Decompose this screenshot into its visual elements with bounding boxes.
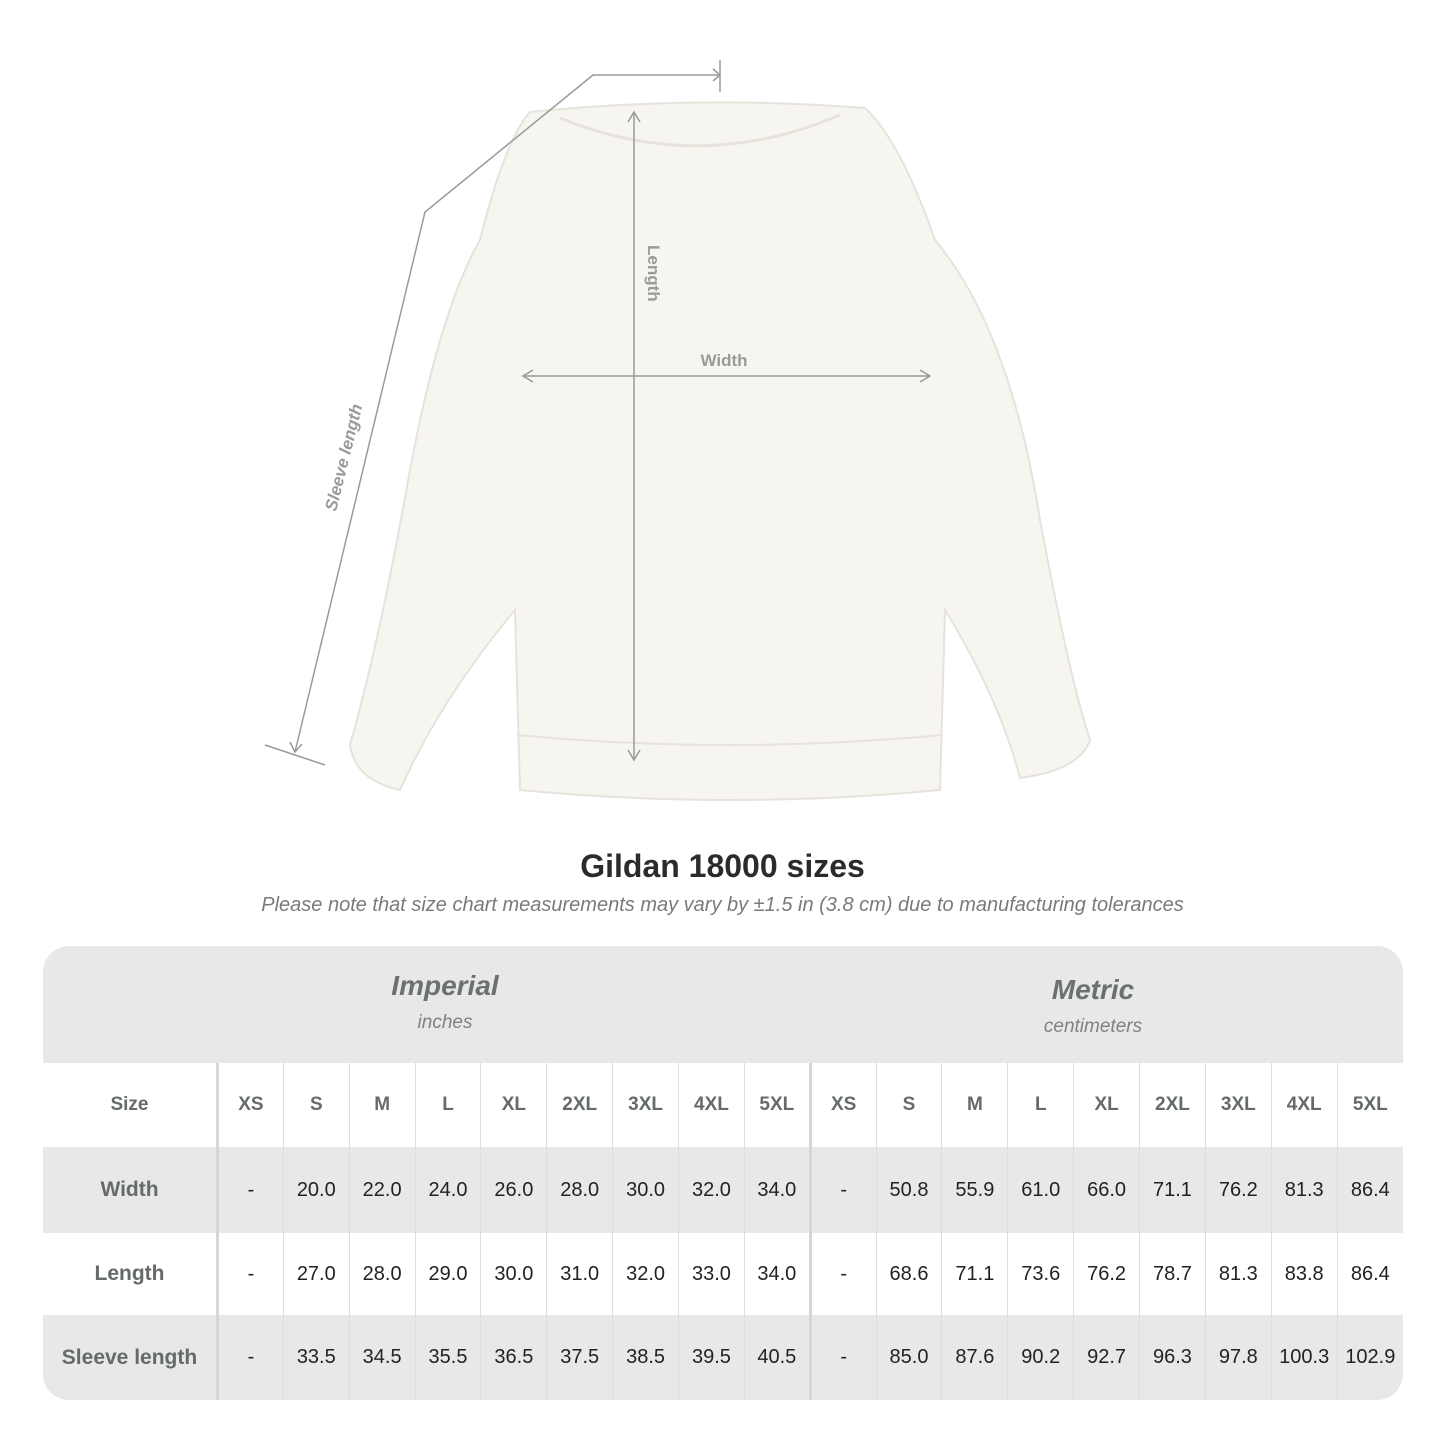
metric-value-cell: 76.2 [1073, 1233, 1140, 1315]
metric-value-cell: 87.6 [941, 1315, 1008, 1400]
metric-size-header: XS [808, 1063, 877, 1147]
imperial-value-cell: - [217, 1147, 284, 1233]
measure-lines [264, 60, 932, 766]
imperial-value-cell: 30.0 [480, 1233, 547, 1315]
metric-value-cell: 66.0 [1073, 1147, 1140, 1233]
imperial-value-cell: 34.0 [743, 1233, 811, 1315]
metric-value-cell: 96.3 [1139, 1315, 1206, 1400]
imperial-size-header: L [414, 1063, 481, 1147]
metric-size-header: 3XL [1204, 1063, 1272, 1147]
imperial-value-cell: 27.0 [282, 1233, 350, 1315]
imperial-value-cell: 31.0 [546, 1233, 613, 1315]
table-row: Width -20.0 22.0 24.0 26.0 28.0 30.0 32.0 34.0-5… [43, 1147, 1403, 1233]
size-table-card: Imperial inches Metric centimeters Size X… [43, 946, 1403, 1400]
metric-size-header: 5XL [1336, 1063, 1403, 1147]
metric-value-cell: 97.8 [1204, 1315, 1272, 1400]
metric-size-header: XL [1073, 1063, 1140, 1147]
page-title: Gildan 18000 sizes [580, 848, 865, 884]
metric-value-cell: 90.2 [1007, 1315, 1074, 1400]
imperial-value-cell: 34.5 [348, 1315, 416, 1400]
imperial-size-header: 2XL [546, 1063, 613, 1147]
imperial-size-header: 3XL [612, 1063, 679, 1147]
length-label: Length [644, 245, 663, 302]
imperial-value-cell: 39.5 [678, 1315, 745, 1400]
imperial-size-header: M [348, 1063, 416, 1147]
metric-value-cell: 55.9 [941, 1147, 1008, 1233]
imperial-value-cell: 33.5 [282, 1315, 350, 1400]
width-label: Width [700, 351, 747, 370]
metric-size-header: M [941, 1063, 1008, 1147]
size-header: Size [43, 1063, 219, 1147]
imperial-value-cell: 36.5 [480, 1315, 547, 1400]
metric-size-header: 2XL [1139, 1063, 1206, 1147]
metric-size-header: 4XL [1270, 1063, 1338, 1147]
metric-value-cell: 85.0 [875, 1315, 942, 1400]
row-label: Width [43, 1147, 219, 1233]
table-header-row: Size XS S M L XL 2XL 3XL 4XL 5XL XS S M L XL 2XL 3XL 4XL 5… [43, 1063, 1403, 1147]
metric-value-cell: 102.9 [1336, 1315, 1403, 1400]
imperial-size-header: 4XL [678, 1063, 745, 1147]
imperial-value-cell: 32.0 [678, 1147, 745, 1233]
metric-value-cell: 50.8 [875, 1147, 942, 1233]
imperial-value-cell: 29.0 [414, 1233, 481, 1315]
sweatshirt-diagram: Length Width Sleeve length [264, 60, 1092, 801]
imperial-size-header: XS [217, 1063, 284, 1147]
metric-value-cell: - [808, 1147, 877, 1233]
metric-unit: centimeters [1043, 1016, 1143, 1037]
imperial-value-cell: 34.0 [743, 1147, 811, 1233]
imperial-value-cell: - [217, 1315, 284, 1400]
imperial-value-cell: 40.5 [743, 1315, 811, 1400]
sweatshirt-image [348, 101, 1092, 801]
metric-size-header: S [875, 1063, 942, 1147]
size-table: Size XS S M L XL 2XL 3XL 4XL 5XL XS S M L XL 2XL 3XL 4XL 5… [43, 1063, 1403, 1400]
imperial-value-cell: 35.5 [414, 1315, 481, 1400]
imperial-value-cell: 22.0 [348, 1147, 416, 1233]
imperial-value-cell: 28.0 [348, 1233, 416, 1315]
row-label: Sleeve length [43, 1315, 219, 1400]
sleeve-length-label: Sleeve length [321, 402, 366, 513]
imperial-value-cell: 30.0 [612, 1147, 679, 1233]
imperial-size-header: S [282, 1063, 350, 1147]
tolerance-note: Please note that size chart measurements… [261, 894, 1184, 916]
metric-value-cell: 86.4 [1336, 1233, 1403, 1315]
imperial-value-cell: 20.0 [282, 1147, 350, 1233]
metric-value-cell: 100.3 [1270, 1315, 1338, 1400]
metric-value-cell: 68.6 [875, 1233, 942, 1315]
imperial-value-cell: 38.5 [612, 1315, 679, 1400]
imperial-value-cell: 26.0 [480, 1147, 547, 1233]
imperial-value-cell: - [217, 1233, 284, 1315]
metric-value-cell: 76.2 [1204, 1147, 1272, 1233]
metric-header: Metric centimeters [810, 974, 1376, 1038]
imperial-value-cell: 33.0 [678, 1233, 745, 1315]
metric-value-cell: 71.1 [941, 1233, 1008, 1315]
imperial-title: Imperial [391, 970, 499, 1001]
imperial-unit: inches [417, 1012, 473, 1033]
units-header: Imperial inches Metric centimeters [43, 946, 1403, 1063]
metric-value-cell: 71.1 [1139, 1147, 1206, 1233]
metric-size-header: L [1007, 1063, 1074, 1147]
metric-value-cell: 83.8 [1270, 1233, 1338, 1315]
metric-value-cell: 73.6 [1007, 1233, 1074, 1315]
imperial-value-cell: 37.5 [546, 1315, 613, 1400]
metric-title: Metric [1051, 974, 1135, 1005]
imperial-value-cell: 24.0 [414, 1147, 481, 1233]
metric-value-cell: 92.7 [1073, 1315, 1140, 1400]
imperial-header: Imperial inches [216, 970, 674, 1034]
metric-value-cell: 86.4 [1336, 1147, 1403, 1233]
metric-value-cell: - [808, 1315, 877, 1400]
metric-value-cell: 81.3 [1204, 1233, 1272, 1315]
metric-value-cell: 81.3 [1270, 1147, 1338, 1233]
metric-value-cell: - [808, 1233, 877, 1315]
table-row: Sleeve length -33.5 34.5 35.5 36.5 37.5 38.5 39… [43, 1315, 1403, 1400]
neckline [559, 113, 841, 148]
metric-value-cell: 61.0 [1007, 1147, 1074, 1233]
waistband [516, 734, 943, 746]
table-row: Length -27.0 28.0 29.0 30.0 31.0 32.0 33.0 34.0-… [43, 1233, 1403, 1315]
imperial-size-header: XL [480, 1063, 547, 1147]
row-label: Length [43, 1233, 219, 1315]
imperial-size-header: 5XL [743, 1063, 811, 1147]
imperial-value-cell: 32.0 [612, 1233, 679, 1315]
imperial-value-cell: 28.0 [546, 1147, 613, 1233]
metric-value-cell: 78.7 [1139, 1233, 1206, 1315]
